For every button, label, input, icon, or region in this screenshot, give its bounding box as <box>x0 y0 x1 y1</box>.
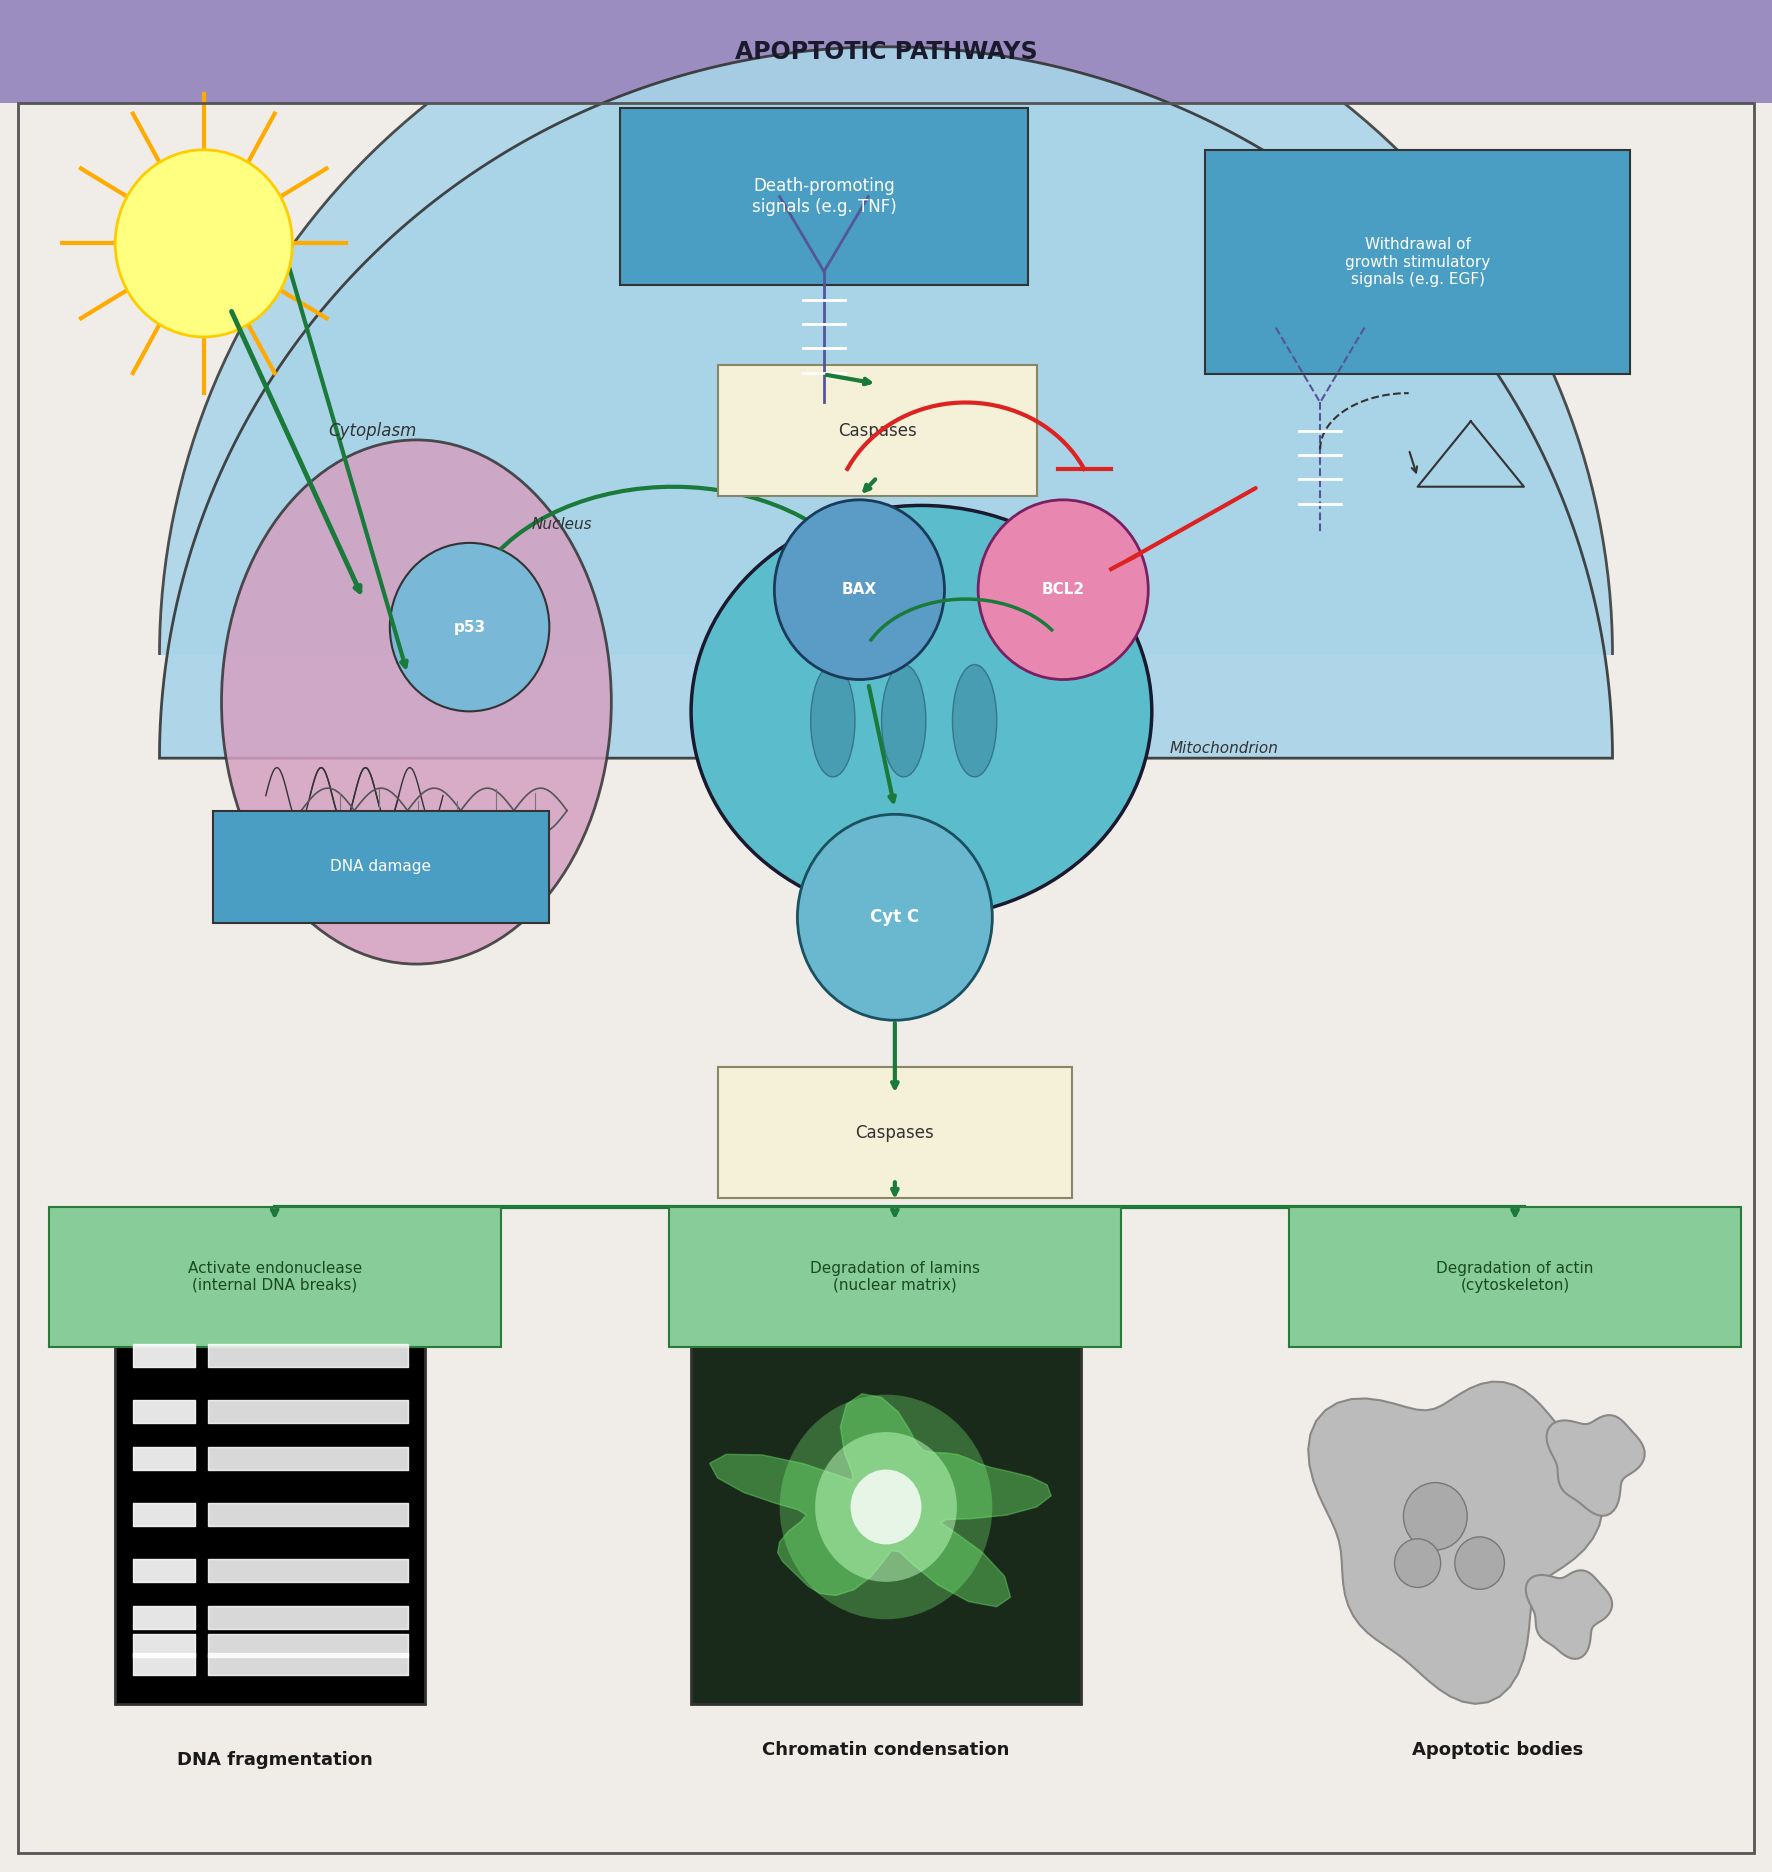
Text: BAX: BAX <box>842 582 877 597</box>
PathPatch shape <box>159 47 1613 758</box>
Circle shape <box>1395 1539 1441 1587</box>
FancyBboxPatch shape <box>718 1067 1072 1198</box>
Circle shape <box>815 1432 957 1582</box>
Text: Nucleus: Nucleus <box>532 517 592 532</box>
Ellipse shape <box>691 505 1152 917</box>
Bar <box>115 1292 425 1704</box>
Circle shape <box>115 150 292 337</box>
Circle shape <box>774 500 944 680</box>
Bar <box>691 1292 1081 1704</box>
Circle shape <box>797 814 992 1020</box>
Ellipse shape <box>159 0 1613 1367</box>
Text: Caspases: Caspases <box>856 1123 934 1142</box>
Circle shape <box>780 1395 992 1619</box>
Text: Activate endonuclease
(internal DNA breaks): Activate endonuclease (internal DNA brea… <box>188 1260 361 1294</box>
Ellipse shape <box>810 665 854 777</box>
Bar <box>0 0 1772 103</box>
Text: Apoptotic bodies: Apoptotic bodies <box>1412 1741 1582 1760</box>
Circle shape <box>1403 1483 1467 1550</box>
FancyBboxPatch shape <box>1290 1206 1740 1348</box>
Circle shape <box>851 1470 921 1544</box>
FancyBboxPatch shape <box>718 365 1037 496</box>
Text: Withdrawal of
growth stimulatory
signals (e.g. EGF): Withdrawal of growth stimulatory signals… <box>1345 238 1490 286</box>
Ellipse shape <box>222 440 611 964</box>
Polygon shape <box>1526 1571 1613 1659</box>
Text: Caspases: Caspases <box>838 421 916 440</box>
Circle shape <box>390 543 549 711</box>
Text: DNA damage: DNA damage <box>331 859 431 874</box>
Ellipse shape <box>952 665 996 777</box>
Text: Cyt C: Cyt C <box>870 908 920 927</box>
Text: DNA fragmentation: DNA fragmentation <box>177 1750 372 1769</box>
Text: Degradation of lamins
(nuclear matrix): Degradation of lamins (nuclear matrix) <box>810 1260 980 1294</box>
Polygon shape <box>1308 1382 1602 1704</box>
Text: Cytoplasm: Cytoplasm <box>328 421 416 440</box>
Text: BCL2: BCL2 <box>1042 582 1084 597</box>
Polygon shape <box>1547 1415 1644 1516</box>
Bar <box>89 655 1683 1367</box>
Text: Chromatin condensation: Chromatin condensation <box>762 1741 1010 1760</box>
Text: Degradation of actin
(cytoskeleton): Degradation of actin (cytoskeleton) <box>1437 1260 1593 1294</box>
FancyBboxPatch shape <box>620 107 1028 285</box>
Circle shape <box>1455 1537 1504 1589</box>
FancyBboxPatch shape <box>668 1206 1122 1348</box>
FancyBboxPatch shape <box>50 1206 500 1348</box>
Polygon shape <box>709 1395 1051 1606</box>
FancyBboxPatch shape <box>213 811 549 923</box>
Ellipse shape <box>882 665 925 777</box>
Circle shape <box>978 500 1148 680</box>
Text: APOPTOTIC PATHWAYS: APOPTOTIC PATHWAYS <box>735 41 1037 64</box>
FancyBboxPatch shape <box>1205 150 1630 374</box>
Text: Death-promoting
signals (e.g. TNF): Death-promoting signals (e.g. TNF) <box>751 178 897 215</box>
Text: p53: p53 <box>454 620 486 635</box>
Text: Mitochondrion: Mitochondrion <box>1170 741 1278 756</box>
